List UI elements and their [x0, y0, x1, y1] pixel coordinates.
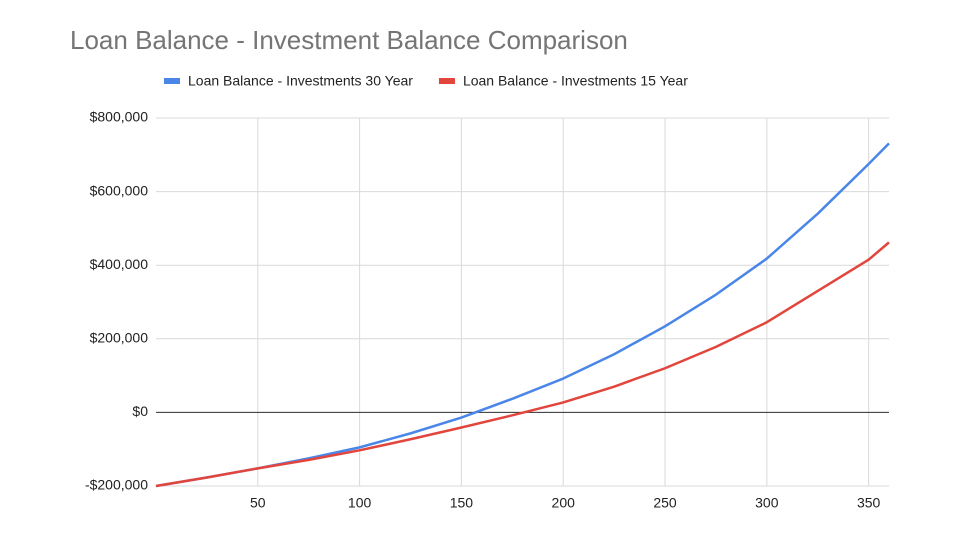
- y-tick-label: $400,000: [90, 256, 149, 272]
- y-tick-label: $800,000: [90, 109, 149, 125]
- data-line: [155, 241, 890, 488]
- legend-swatch: [438, 78, 455, 84]
- x-tick-label: 50: [250, 495, 266, 511]
- y-tick-label: $600,000: [90, 182, 149, 198]
- legend-label: Loan Balance - Investments 30 Year: [188, 73, 413, 89]
- x-tick-label: 200: [552, 495, 576, 511]
- y-tick-label: $200,000: [90, 330, 149, 346]
- x-tick-label: 300: [755, 495, 779, 511]
- chart-title: Loan Balance - Investment Balance Compar…: [70, 25, 628, 55]
- x-tick-label: 350: [857, 495, 881, 511]
- x-tick-label: 100: [348, 495, 372, 511]
- legend-swatch: [164, 78, 180, 84]
- y-tick-label: $0: [132, 403, 148, 419]
- x-tick-label: 250: [653, 495, 677, 511]
- legend-label: Loan Balance - Investments 15 Year: [463, 73, 688, 89]
- y-tick-label: -$200,000: [85, 477, 148, 493]
- x-tick-label: 150: [450, 495, 474, 511]
